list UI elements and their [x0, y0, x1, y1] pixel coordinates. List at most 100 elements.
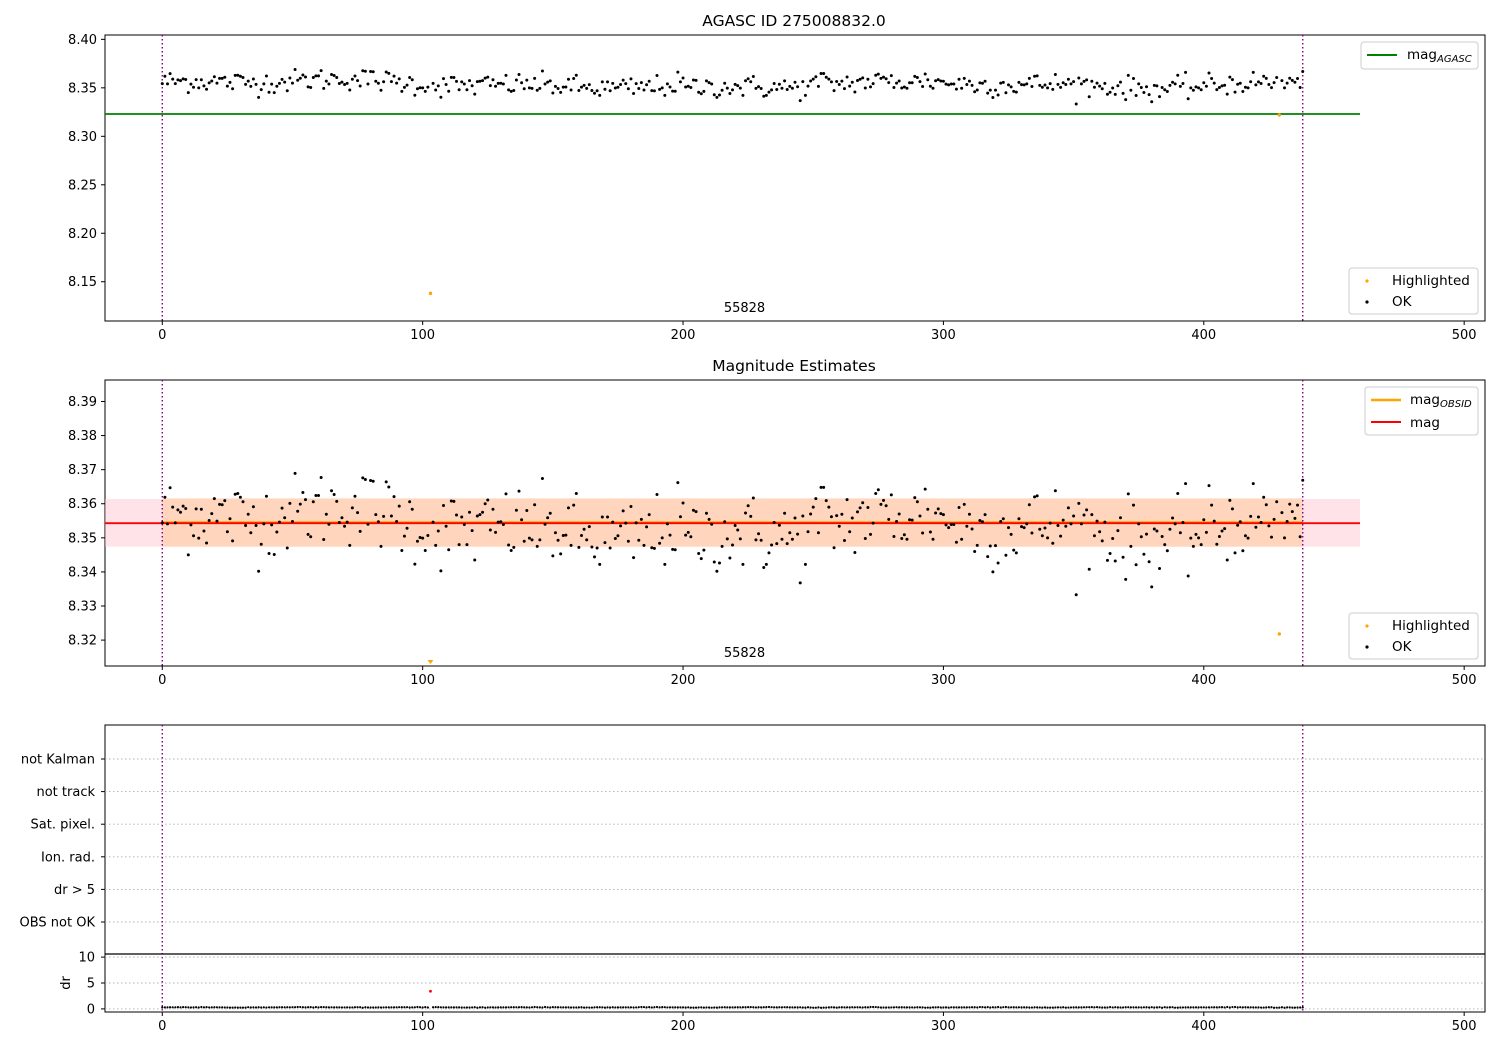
ok-point	[395, 81, 399, 85]
ok-point	[184, 507, 188, 511]
dr-ok-point	[700, 1006, 703, 1009]
ok-point	[317, 74, 321, 78]
dr-ok-point	[507, 1006, 510, 1009]
dr-ok-point	[213, 1006, 216, 1009]
ok-point	[908, 518, 912, 522]
ok-point	[983, 79, 987, 83]
ok-point	[577, 545, 581, 549]
ok-point	[634, 82, 638, 86]
ok-point	[1077, 76, 1081, 80]
ok-point	[1085, 78, 1089, 82]
ok-point	[540, 477, 544, 481]
x-tick-label: 300	[931, 328, 956, 343]
ok-point	[1111, 86, 1115, 90]
ok-point	[264, 494, 268, 498]
dr-ok-point	[838, 1006, 841, 1009]
ok-point	[1100, 539, 1104, 543]
ok-point	[275, 530, 279, 534]
ok-point	[288, 501, 292, 505]
ok-point	[801, 80, 805, 84]
dr-ok-point	[760, 1006, 763, 1009]
ok-point	[629, 504, 633, 508]
ok-point	[1186, 97, 1190, 101]
ok-point	[1194, 85, 1198, 89]
dr-ok-point	[817, 1006, 820, 1009]
ok-point	[606, 515, 610, 519]
dr-ok-point	[903, 1006, 906, 1009]
dr-ok-point	[989, 1006, 992, 1009]
dr-ok-point	[1020, 1006, 1023, 1009]
ok-point	[746, 77, 750, 81]
ok-point	[246, 79, 250, 83]
ok-point	[595, 89, 599, 93]
dr-ok-point	[1108, 1005, 1112, 1009]
ok-point	[1176, 73, 1180, 77]
dr-ok-point	[684, 1006, 687, 1009]
ok-point	[845, 75, 849, 79]
ok-point	[194, 507, 198, 511]
dr-ok-point	[765, 1006, 768, 1009]
dr-ok-point	[1007, 1006, 1010, 1009]
ok-point	[798, 581, 802, 585]
ok-point	[772, 81, 776, 85]
ok-point	[514, 508, 518, 512]
dr-ok-point	[939, 1006, 942, 1009]
ok-point	[306, 532, 310, 536]
dr-ok-point	[343, 1006, 346, 1009]
ok-point	[1296, 503, 1300, 507]
ok-point	[507, 543, 511, 547]
ok-point	[1079, 82, 1083, 86]
ok-point	[1178, 531, 1182, 535]
ok-point	[483, 502, 487, 506]
ok-point	[759, 87, 763, 91]
ok-point	[928, 530, 932, 534]
ok-point	[876, 72, 880, 76]
dr-ok-point	[832, 1006, 836, 1009]
ok-point	[803, 562, 807, 566]
ok-point	[163, 495, 167, 499]
ok-point	[660, 86, 664, 90]
dr-ok-point	[710, 1006, 713, 1009]
dr-ok-point	[1265, 1006, 1268, 1009]
ok-point	[975, 88, 979, 92]
dr-ok-point	[588, 1006, 591, 1009]
ok-point	[374, 79, 378, 83]
legend-ok-swatch	[1365, 300, 1369, 304]
dr-ok-point	[1025, 1006, 1028, 1009]
ok-point	[775, 87, 779, 91]
ok-point	[452, 75, 456, 79]
dr-ok-point	[437, 1006, 440, 1009]
ok-point	[1012, 548, 1016, 552]
legend2-ok-swatch	[1365, 645, 1369, 649]
dr-ok-point	[1275, 1006, 1278, 1009]
dr-ok-point	[830, 1006, 833, 1009]
ok-point	[871, 521, 875, 525]
dr-ok-point	[944, 1006, 948, 1009]
ok-point	[324, 512, 328, 516]
ok-point	[324, 79, 328, 83]
dr-ok-point	[1194, 1006, 1198, 1009]
ok-point	[543, 82, 547, 86]
ok-point	[866, 77, 870, 81]
ok-point	[757, 85, 761, 89]
ok-point	[283, 80, 287, 84]
ok-point	[1173, 522, 1177, 526]
dr-ok-point	[968, 1006, 971, 1009]
dr-ok-point	[525, 1006, 528, 1009]
ok-point	[806, 84, 810, 88]
ok-point	[1217, 85, 1221, 89]
dr-x-axis: 0 100 200 300 400 500	[158, 1012, 1477, 1034]
ok-point	[939, 79, 943, 83]
ok-point	[192, 534, 196, 538]
dr-ok-point	[908, 1006, 911, 1009]
ok-point	[572, 503, 576, 507]
ok-point	[918, 80, 922, 84]
ok-point	[986, 91, 990, 95]
ok-point	[1212, 519, 1216, 523]
ok-point	[348, 88, 352, 92]
ok-point	[1189, 536, 1193, 540]
dr-ok-point	[317, 1006, 320, 1009]
x-tick-label: 100	[410, 328, 435, 343]
dr-ok-point	[898, 1006, 901, 1009]
ok-point	[910, 81, 914, 85]
